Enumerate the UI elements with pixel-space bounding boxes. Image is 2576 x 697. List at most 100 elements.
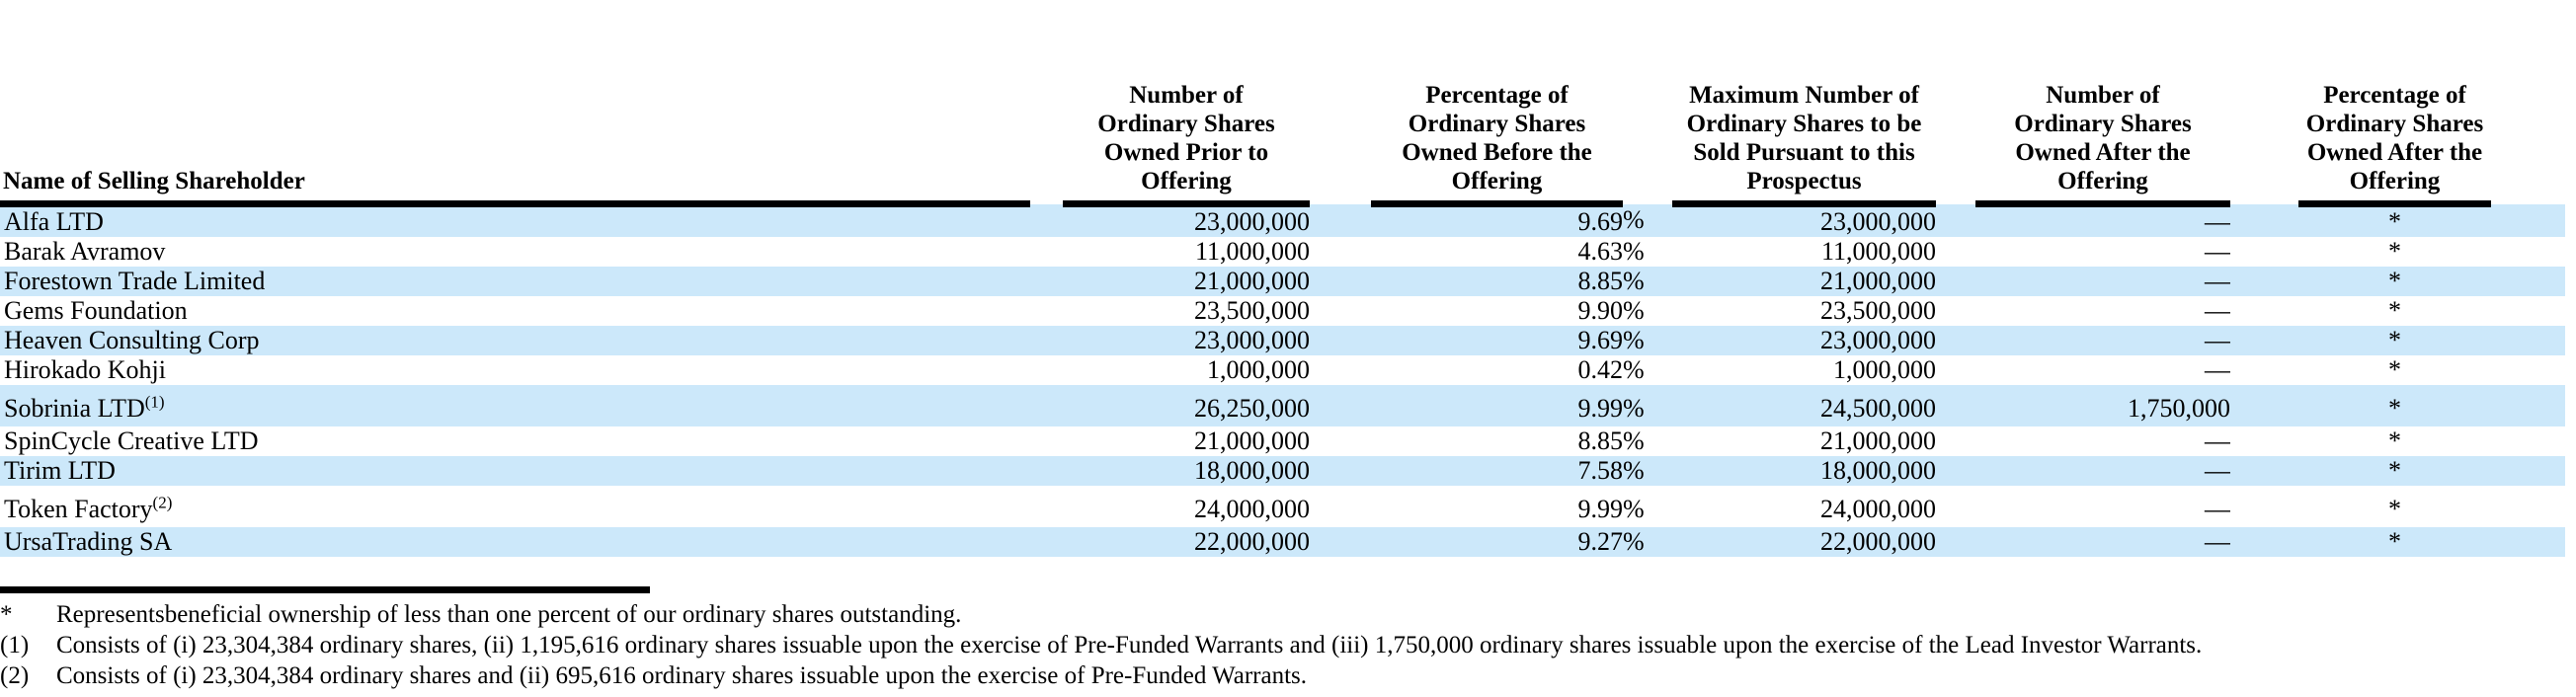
spacer [2262,385,2298,426]
column-header-pct-before: Percentage of Ordinary Shares Owned Befo… [1371,0,1623,207]
cell-max-sold: 11,000,000 [1820,237,1936,266]
table-row: Forestown Trade Limited 21,000,000 8.85 … [0,267,2565,296]
cell-max-sold: 18,000,000 [1672,456,1936,486]
cell-pct-before: 9.69 [1371,326,1623,355]
cell-pct-before: 9.99 [1371,385,1623,426]
table-row: Alfa LTD 23,000,000 9.69 % 23,000,000 — … [0,203,2565,237]
cell-pct-before: 8.85 [1371,267,1623,296]
cell-shareholder-name: Token Factory(2) [0,486,1030,527]
shareholder-name: Sobrinia LTD [4,394,145,423]
spacer [1333,385,1371,426]
table-row: SpinCycle Creative LTD 21,000,000 8.85 %… [0,426,2565,456]
spacer [1310,203,1333,237]
spacer [1936,296,1975,326]
cell-pct-before: 8.85 [1577,426,1624,455]
spacer [1649,486,1672,527]
spacer [1030,456,1063,486]
cell-shares-after: — [1975,203,2230,237]
spacer [1310,0,1333,204]
spacer [1333,237,1371,267]
spacer [1310,237,1333,267]
spacer [2491,456,2565,486]
spacer [1936,326,1975,355]
cell-max-sold: 23,500,000 [1820,296,1936,325]
footnote-marker: * [0,601,13,628]
column-header-shares-prior: Number of Ordinary Shares Owned Prior to… [1063,0,1310,207]
footnote-ref: (1) [144,392,165,412]
spacer [1333,527,1371,557]
spacer [1649,0,1672,204]
table-row: Sobrinia LTD(1) 26,250,000 9.99 % 24,500… [0,385,2565,426]
spacer [1649,237,1672,267]
spacer [1333,267,1371,296]
footnote-text: Consists of (i) 23,304,384 ordinary shar… [56,632,2203,658]
column-header-max-sold: Maximum Number of Ordinary Shares to be … [1672,0,1936,207]
cell-pct-after: * [2298,527,2491,557]
spacer [1936,426,1975,456]
spacer [2230,296,2262,326]
cell-shares-prior: 22,000,000 [1063,527,1310,557]
cell-pct-after: * [2388,355,2401,384]
spacer [1649,267,1672,296]
cell-pct-after: * [2388,495,2401,523]
cell-shares-prior: 23,000,000 [1063,326,1310,355]
shareholder-name: Heaven Consulting Corp [4,326,260,354]
cell-shares-after: — [2205,237,2230,266]
cell-pct-before: 0.42 [1577,355,1624,384]
footnote-ref: (2) [152,493,173,512]
spacer [1310,296,1333,326]
spacer [1310,456,1333,486]
spacer [1030,203,1063,237]
footnote-text: Representsbeneficial ownership of less t… [56,601,962,628]
spacer [1030,237,1063,267]
spacer [2230,426,2262,456]
selling-shareholders-table: Name of Selling Shareholder Number of Or… [0,0,2565,557]
spacer [1310,486,1333,527]
cell-shares-prior: 23,000,000 [1063,203,1310,237]
cell-shares-after: — [2205,296,2230,325]
spacer [2230,527,2262,557]
footnote-text: Consists of (i) 23,304,384 ordinary shar… [56,662,1308,689]
cell-pct-after: * [2388,237,2401,266]
footnote-marker: (2) [0,662,30,689]
footnote-1: (1) Consists of (i) 23,304,384 ordinary … [0,630,2576,660]
spacer [2230,385,2262,426]
cell-pct-before: 9.69 [1371,203,1623,237]
cell-shareholder-name: Tirim LTD [0,456,1030,486]
percent-sign: % [1623,426,1645,455]
spacer [1936,527,1975,557]
cell-pct-after: * [2388,296,2401,325]
spacer [1649,426,1672,456]
spacer [2262,296,2298,326]
table-row: UrsaTrading SA 22,000,000 9.27 % 22,000,… [0,527,2565,557]
cell-shares-prior: 26,250,000 [1063,385,1310,426]
cell-pct-before: 9.90 [1577,296,1624,325]
percent-sign: % [1623,296,1645,325]
spacer [2491,0,2565,204]
spacer [1649,385,1672,426]
cell-shares-prior: 23,500,000 [1194,296,1310,325]
spacer [1310,527,1333,557]
cell-shares-after: 1,750,000 [1975,385,2230,426]
footnote-marker: (1) [0,632,30,658]
column-header-pct-after: Percentage of Ordinary Shares Owned Afte… [2298,0,2491,207]
shareholder-name: Tirim LTD [4,456,116,485]
cell-shares-prior: 18,000,000 [1063,456,1310,486]
cell-shares-after: — [2205,495,2230,523]
percent-sign: % [1623,326,1649,355]
spacer [1333,456,1371,486]
shareholder-name: Gems Foundation [4,296,188,325]
cell-pct-before: 7.58 [1371,456,1623,486]
shareholder-name: SpinCycle Creative LTD [4,426,259,455]
spacer [2230,237,2262,267]
spacer [2230,0,2262,204]
footnote-separator [0,586,650,593]
header-row: Name of Selling Shareholder Number of Or… [0,0,2565,207]
percent-sign: % [1623,456,1649,486]
shareholder-name: Alfa LTD [4,207,104,236]
spacer [2262,456,2298,486]
percent-sign: % [1623,527,1649,557]
spacer [2262,0,2298,204]
spacer [2262,267,2298,296]
percent-sign: % [1623,355,1645,384]
